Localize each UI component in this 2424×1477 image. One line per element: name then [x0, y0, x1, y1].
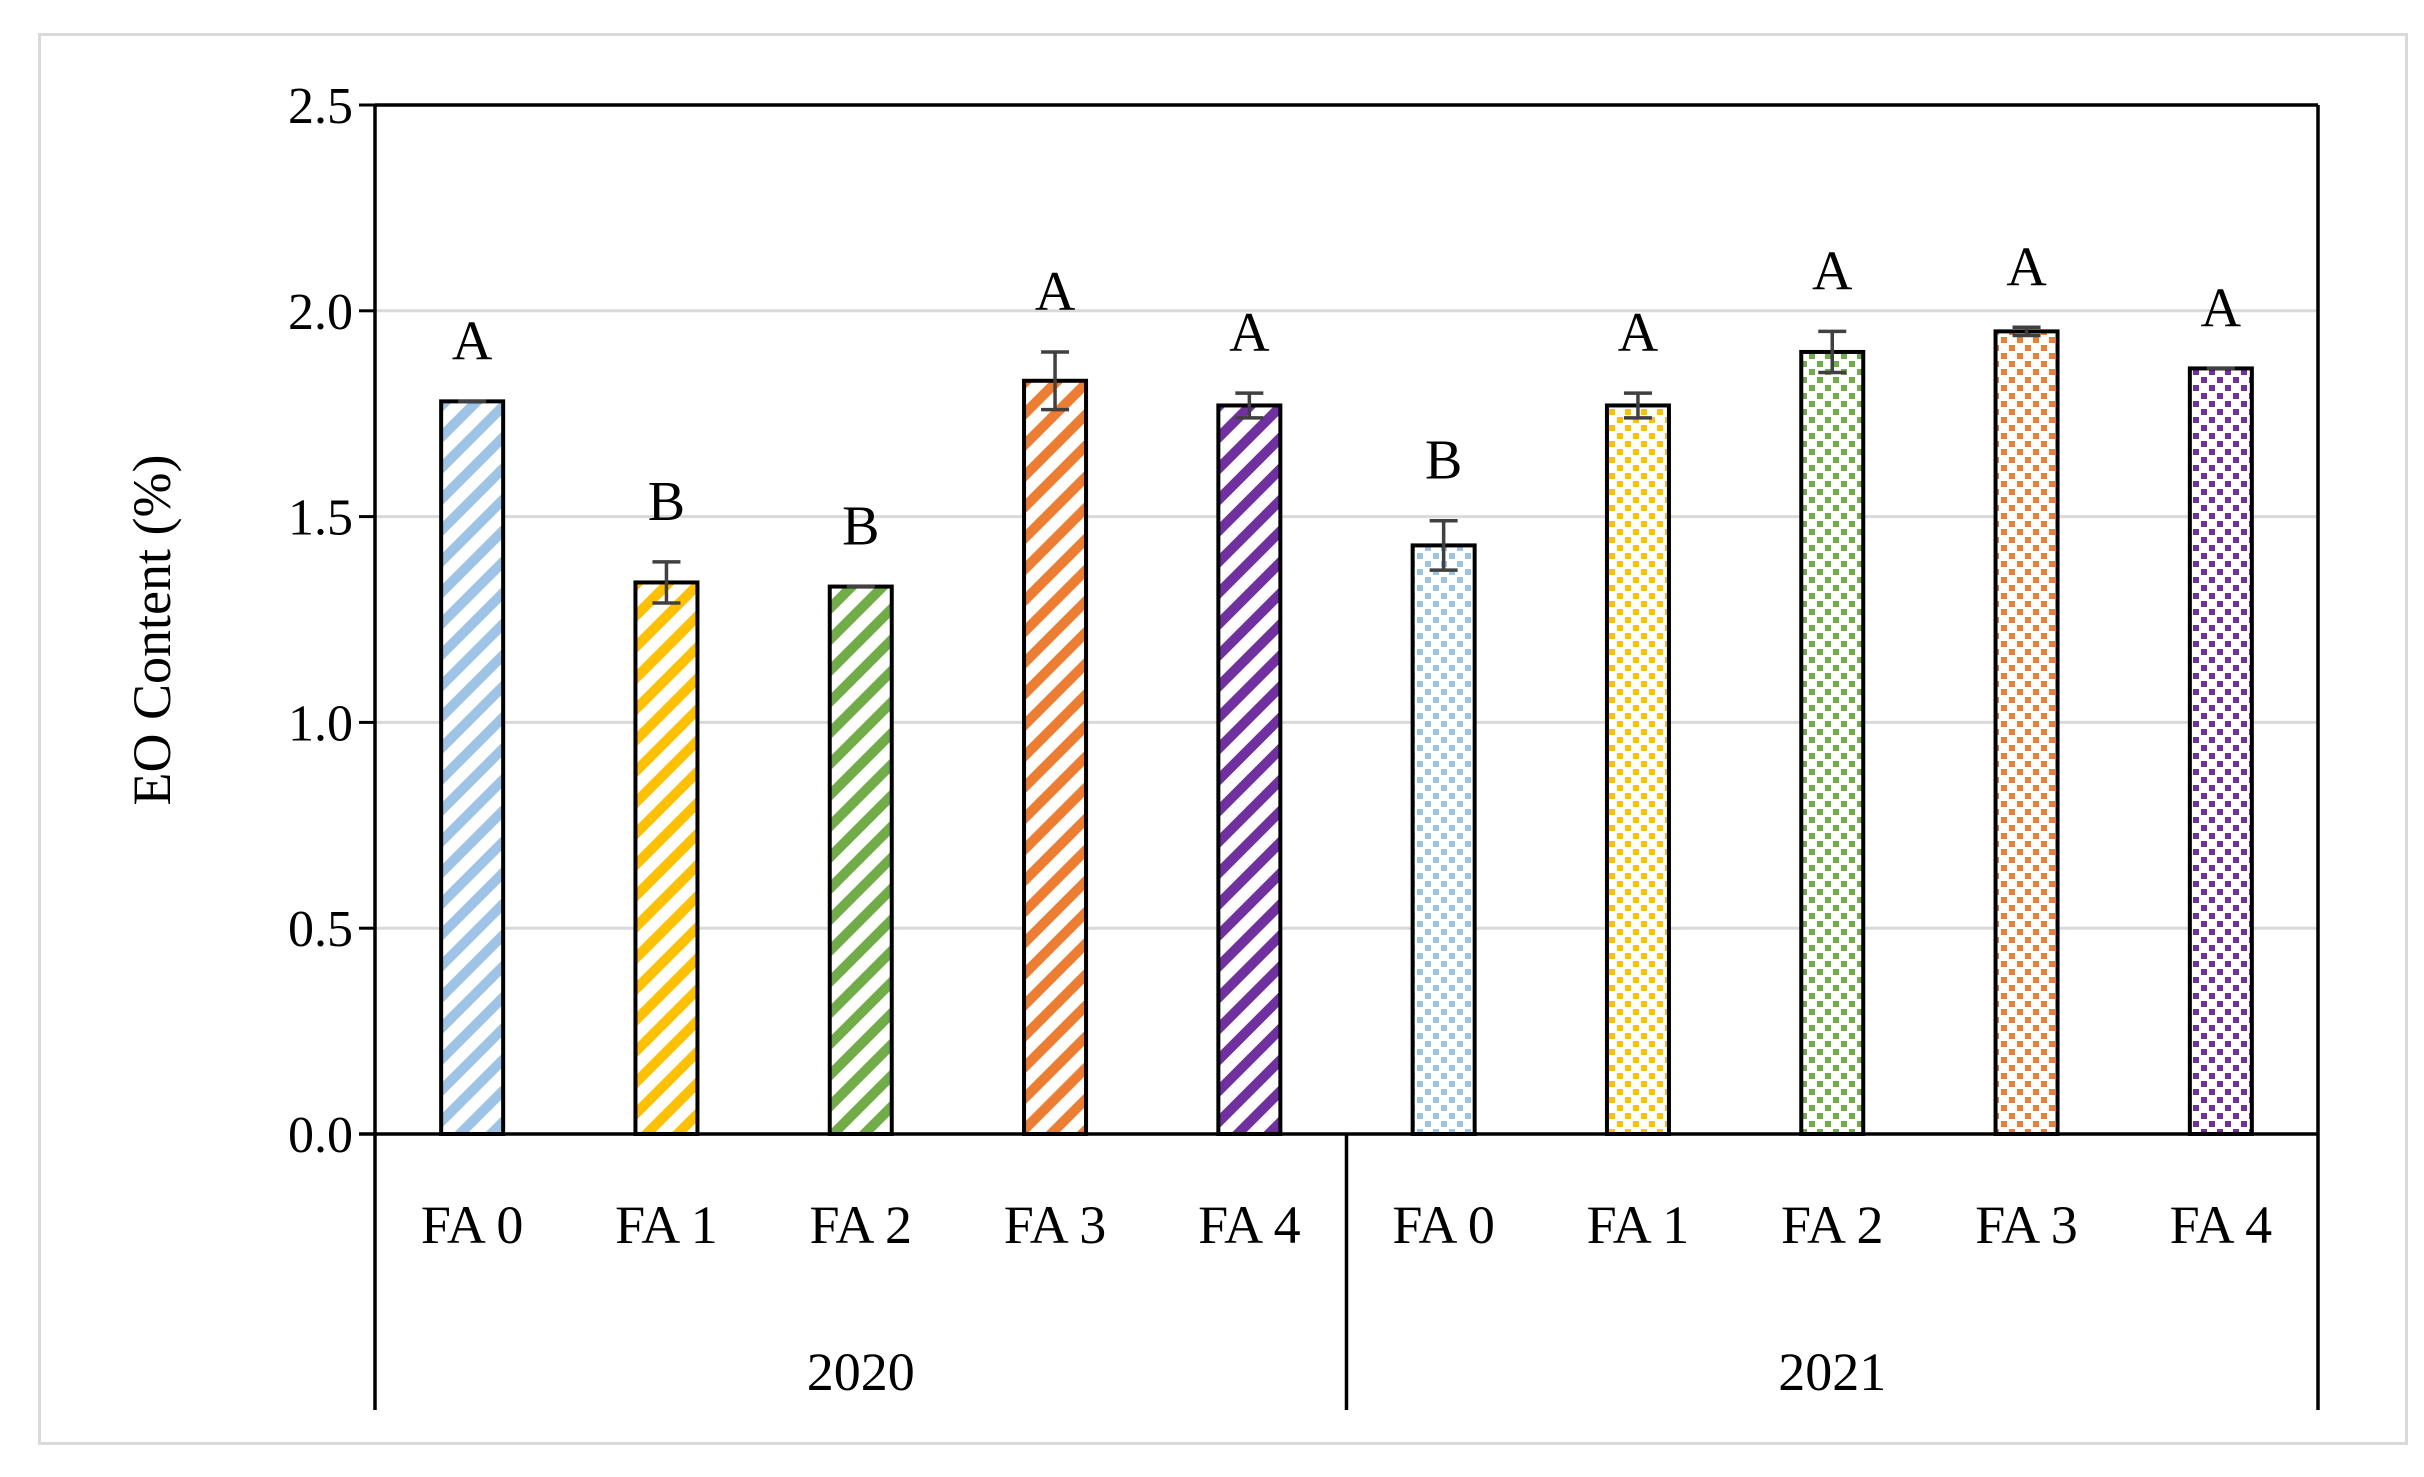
- y-tick-label: 1.0: [288, 695, 353, 752]
- group-label: 2021: [1778, 1342, 1886, 1402]
- bar-2020-fa1: [633, 580, 700, 1136]
- x-tick-label: FA 1: [615, 1195, 718, 1255]
- axes: [359, 103, 2320, 1410]
- significance-letter: B: [1425, 430, 1462, 492]
- bar-2020-fa0: [439, 399, 506, 1136]
- bar-2021-fa1: [1604, 403, 1671, 1136]
- significance-letter: A: [1618, 302, 1659, 364]
- significance-letter: A: [1812, 240, 1853, 302]
- significance-letter: A: [452, 310, 493, 372]
- x-tick-label: FA 2: [809, 1195, 912, 1255]
- bar-2021-fa2: [1799, 349, 1866, 1136]
- y-tick-label: 2.5: [288, 78, 353, 135]
- x-tick-label: FA 0: [1392, 1195, 1495, 1255]
- group-label: 2020: [807, 1342, 915, 1402]
- error-bar: [652, 560, 681, 605]
- y-tick-label: 1.5: [288, 490, 353, 547]
- labels: 0.0 0.5 1.0 1.5 2.0 2.5 2020 A FA 0 B FA 1 B FA 2 A FA…: [288, 78, 2272, 1402]
- bar-2020-fa3: [1022, 378, 1089, 1137]
- error-bar: [1818, 329, 1847, 375]
- x-tick-label: FA 3: [1975, 1195, 2078, 1255]
- x-tick-label: FA 1: [1587, 1195, 1690, 1255]
- significance-letter: A: [1229, 302, 1270, 364]
- bars: [439, 325, 2254, 1137]
- error-bar: [1623, 391, 1652, 420]
- y-axis-title: EO Content (%): [122, 455, 182, 806]
- x-tick-label: FA 4: [1198, 1195, 1301, 1255]
- significance-letter: A: [1035, 261, 1076, 323]
- significance-letter: A: [2006, 236, 2047, 298]
- x-tick-label: FA 3: [1004, 1195, 1107, 1255]
- x-tick-label: FA 0: [421, 1195, 524, 1255]
- y-tick-label: 0.5: [288, 901, 353, 958]
- y-tick-label: 2.0: [288, 284, 353, 341]
- bar-2021-fa0: [1410, 543, 1477, 1136]
- significance-letter: B: [648, 471, 685, 533]
- bar-2021-fa3: [1993, 329, 2060, 1136]
- error-bar: [2012, 325, 2041, 338]
- x-tick-label: FA 4: [2170, 1195, 2273, 1255]
- significance-letter: B: [842, 496, 879, 558]
- bar-2021-fa4: [2187, 366, 2254, 1136]
- y-tick-label: 0.0: [288, 1107, 353, 1164]
- x-tick-label: FA 2: [1781, 1195, 1884, 1255]
- bar-2020-fa2: [827, 584, 894, 1136]
- significance-letter: A: [2201, 277, 2242, 339]
- bar-2020-fa4: [1216, 403, 1283, 1136]
- error-bar: [1429, 518, 1458, 572]
- error-bar: [1235, 391, 1264, 420]
- error-bar: [1041, 350, 1070, 412]
